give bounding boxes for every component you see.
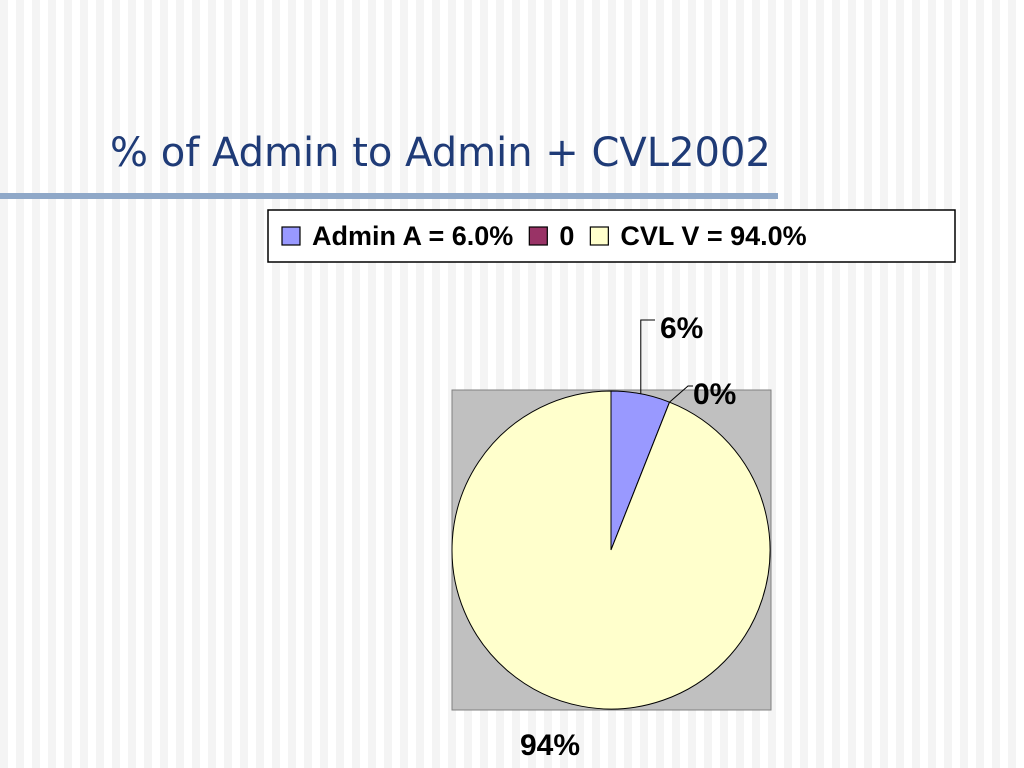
data-label: 6% (660, 312, 703, 345)
legend-label: CVL V = 94.0% (620, 221, 806, 251)
title-rule (0, 193, 778, 199)
legend-box (267, 209, 956, 263)
legend-label: 0 (559, 221, 574, 251)
legend-swatch (589, 226, 609, 246)
legend-label: Admin A = 6.0% (312, 221, 513, 251)
leader-line (669, 385, 693, 403)
legend-swatch (281, 226, 301, 246)
legend-swatch (528, 226, 548, 246)
chart-title: % of Admin to Admin + CVL2002 (110, 130, 771, 176)
data-label: 94% (520, 729, 580, 762)
data-label: 0% (693, 378, 736, 411)
pie-slice (451, 390, 771, 710)
leader-line (640, 319, 655, 394)
